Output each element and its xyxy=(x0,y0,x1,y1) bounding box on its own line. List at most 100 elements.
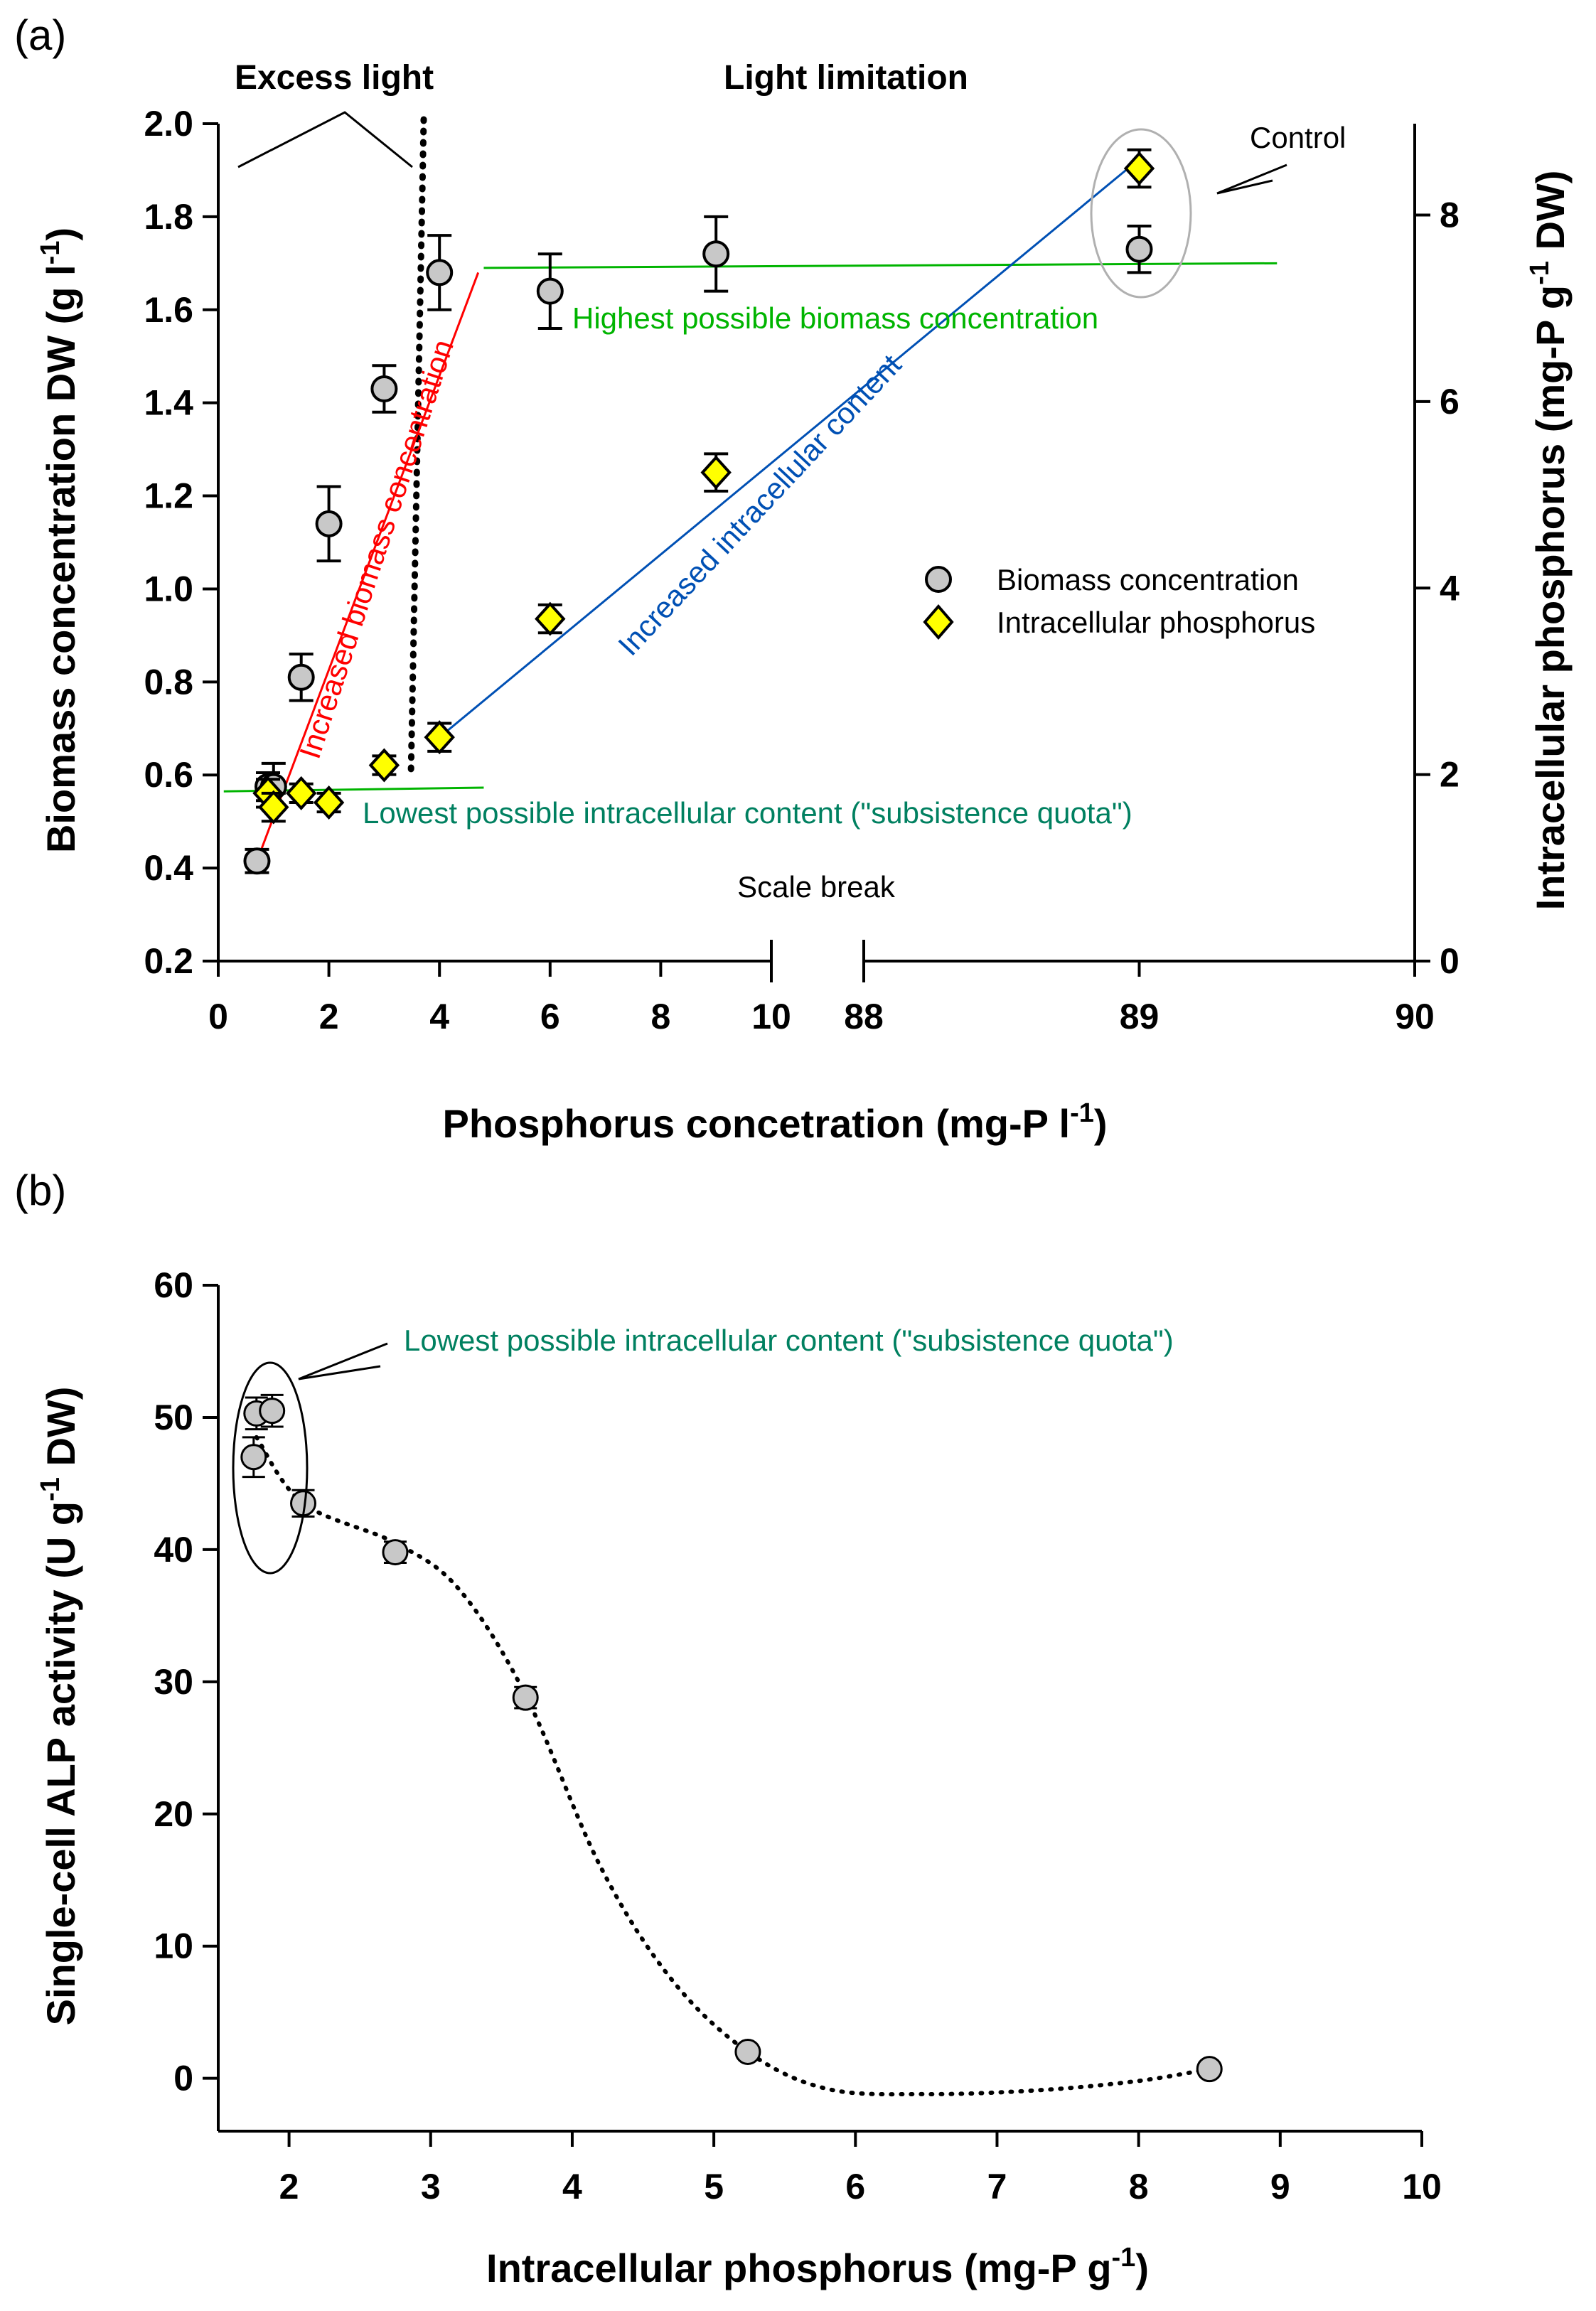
x-tick-label: 90 xyxy=(1395,997,1435,1036)
circle-marker xyxy=(259,1398,286,1425)
panel-a-y-ticks: 0.2 0.4 0.6 0.8 1.0 1.2 1.4 1.6 1.8 2.0 xyxy=(144,104,218,981)
trend-line xyxy=(483,262,1278,269)
y-tick-label: 1.2 xyxy=(144,476,193,516)
boundary-dotted-line xyxy=(407,116,427,778)
circle-marker xyxy=(240,1444,267,1471)
legend-circle-marker xyxy=(925,566,952,593)
panel-b-lowest-intracellular-annotation: Lowest possible intracellular content ("… xyxy=(404,1324,1174,1357)
circle-marker xyxy=(1196,2056,1223,2083)
light-limitation-label: Light limitation xyxy=(724,59,968,97)
x-tick-label: 10 xyxy=(1402,2167,1442,2207)
y-tick-label: 30 xyxy=(154,1662,193,1702)
panel-a-label: (a) xyxy=(14,11,66,59)
biomass-point xyxy=(426,234,454,311)
biomass-point xyxy=(287,653,315,702)
x-tick-label: 8 xyxy=(650,997,670,1036)
lowest-intracellular-annotation: Lowest possible intracellular content ("… xyxy=(363,796,1132,830)
y-tick-label: 1.6 xyxy=(144,290,193,330)
y-tick-label: 0.2 xyxy=(144,941,193,981)
legend-diamond-marker xyxy=(923,604,954,640)
x-tick-label: 9 xyxy=(1270,2167,1290,2207)
panel-b-fit-curve xyxy=(254,1435,1212,2097)
y2-tick-label: 6 xyxy=(1440,382,1460,422)
intracellular-point xyxy=(700,452,732,493)
circle-marker xyxy=(315,510,343,537)
panel-b: (b) 0 10 20 30 40 50 60 2 3 4 5 6 7 8 9 10 Intracellul… xyxy=(14,1167,1442,2290)
x-tick-label: 7 xyxy=(987,2167,1007,2207)
circle-marker xyxy=(426,259,454,286)
panel-b-data-points xyxy=(240,1393,1223,2083)
y2-tick-label: 2 xyxy=(1440,755,1460,795)
x-tick-label: 5 xyxy=(704,2167,724,2207)
intracellular-point xyxy=(368,748,400,783)
legend-label-intracellular: Intracellular phosphorus xyxy=(997,606,1315,639)
circle-marker xyxy=(1125,235,1153,263)
x-tick-label: 3 xyxy=(421,2167,441,2207)
alp-point xyxy=(734,2038,761,2065)
intracellular-point xyxy=(1123,148,1155,189)
panel-a-y2-axis-label: Intracellular phosphorus (mg-P g-1 DW) xyxy=(1525,171,1573,911)
panel-a: (a) 0.2 0.4 0.6 0.8 1.0 1.2 1.4 1.6 1.8 2.0 0 2 4 6 8… xyxy=(14,11,1573,1146)
alp-point xyxy=(382,1539,409,1566)
circle-marker xyxy=(734,2038,761,2065)
scale-break-annotation: Scale break xyxy=(737,870,896,904)
biomass-point xyxy=(370,364,398,414)
diamond-marker xyxy=(368,748,400,783)
control-annotation: Control xyxy=(1250,121,1346,154)
panel-a-x-ticks: 0 2 4 6 8 10 88 89 90 xyxy=(208,961,1435,1036)
intracellular-point xyxy=(286,776,317,810)
y-tick-label: 0 xyxy=(173,2059,193,2098)
alp-point xyxy=(240,1436,267,1479)
panel-a-data-points xyxy=(243,148,1155,875)
y-tick-label: 0.8 xyxy=(144,662,193,702)
y-tick-label: 1.0 xyxy=(144,569,193,608)
panel-a-y-axis-label: Biomass concentration DW (g l-1) xyxy=(36,227,83,853)
y2-tick-label: 0 xyxy=(1440,941,1460,981)
biomass-point xyxy=(243,847,271,875)
panel-b-label: (b) xyxy=(14,1167,66,1214)
panel-a-legend: Biomass concentration Intracellular phos… xyxy=(923,563,1315,640)
subsistence-quota-arrow xyxy=(298,1342,388,1380)
x-tick-label: 4 xyxy=(429,997,449,1036)
diamond-marker xyxy=(424,720,455,755)
x-tick-label: 4 xyxy=(562,2167,582,2207)
control-ellipse xyxy=(1090,128,1192,299)
y-tick-label: 1.8 xyxy=(144,197,193,237)
x-tick-label: 8 xyxy=(1129,2167,1149,2207)
intracellular-point xyxy=(535,601,566,636)
highest-biomass-annotation: Highest possible biomass concentration xyxy=(572,301,1098,335)
y-tick-label: 2.0 xyxy=(144,104,193,144)
x-tick-label: 0 xyxy=(208,997,228,1036)
circle-marker xyxy=(512,1684,539,1711)
intracellular-point xyxy=(313,785,345,820)
diamond-marker xyxy=(535,601,566,636)
circle-marker xyxy=(536,277,564,305)
circle-marker xyxy=(370,375,398,403)
intracellular-point xyxy=(258,790,289,825)
diamond-marker xyxy=(1123,151,1155,186)
panel-b-axes xyxy=(217,1285,1422,2133)
biomass-point xyxy=(1125,224,1153,274)
alp-point xyxy=(259,1393,286,1428)
y-tick-label: 0.6 xyxy=(144,755,193,795)
trend-line xyxy=(256,272,480,862)
y-tick-label: 0.4 xyxy=(144,848,193,888)
subsistence-quota-ellipse xyxy=(232,1361,309,1575)
biomass-point xyxy=(702,215,730,293)
y-tick-label: 40 xyxy=(154,1530,193,1570)
panel-b-y-ticks: 0 10 20 30 40 50 60 xyxy=(154,1265,218,2098)
circle-marker xyxy=(243,847,271,875)
legend-label-biomass: Biomass concentration xyxy=(997,563,1299,596)
y-tick-label: 1.4 xyxy=(144,383,193,423)
y2-tick-label: 4 xyxy=(1440,568,1460,608)
panel-b-x-ticks: 2 3 4 5 6 7 8 9 10 xyxy=(279,2131,1442,2207)
diamond-marker xyxy=(286,776,317,810)
y-tick-label: 10 xyxy=(154,1926,193,1966)
biomass-point xyxy=(536,252,564,330)
intracellular-point xyxy=(424,720,455,755)
excess-light-label: Excess light xyxy=(235,59,434,97)
excess-light-bracket xyxy=(237,111,413,168)
x-tick-label: 89 xyxy=(1120,997,1159,1036)
circle-marker xyxy=(702,240,730,268)
